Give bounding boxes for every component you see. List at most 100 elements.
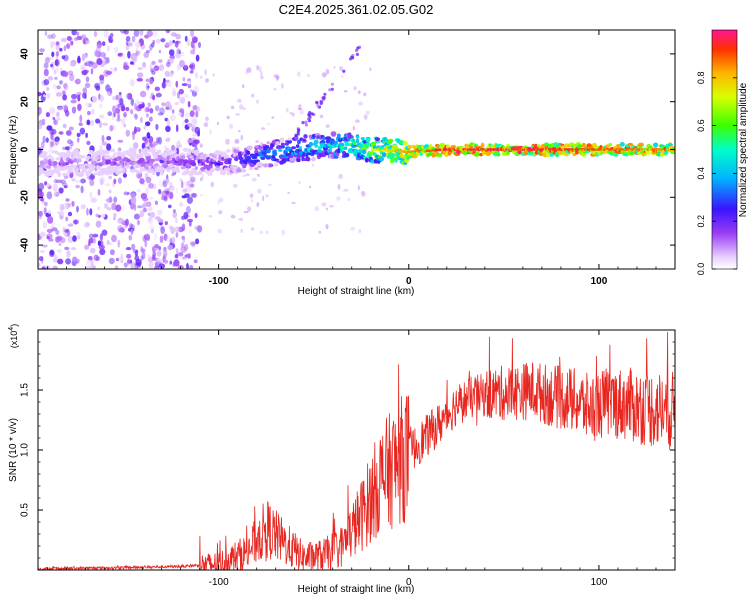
spectrogram-noise-cell [318, 230, 322, 234]
spectrogram-signal-cell [268, 163, 274, 168]
spectrogram-noise-cell [172, 109, 175, 114]
spectrogram-noise-cell [86, 140, 91, 146]
spectrogram-noise-cell [265, 194, 269, 198]
spectrogram-signal-cell [287, 137, 292, 141]
spectrogram-noise-cell [250, 227, 255, 231]
spectrogram-signal-cell [355, 48, 359, 52]
spectrogram-noise-cell [164, 70, 170, 77]
spectrogram-noise-cell [50, 41, 56, 47]
spectrogram-noise-cell [321, 202, 327, 207]
spectrogram-noise-cell [190, 176, 196, 183]
spectrogram-noise-cell [133, 142, 139, 150]
spectrogram-signal-cell [143, 149, 148, 154]
spectrogram-signal-cell [269, 144, 275, 148]
spectrogram-signal-cell [112, 154, 116, 159]
spectrogram-noise-cell [158, 189, 162, 195]
spectrogram-signal-cell [355, 138, 360, 144]
spectrogram-noise-cell [105, 84, 111, 92]
spectrogram-noise-cell [41, 118, 46, 126]
spectrogram-signal-cell [306, 157, 311, 162]
spectrogram-noise-cell [58, 242, 62, 247]
spectrogram-noise-cell [338, 156, 344, 160]
spectrogram-signal-cell [189, 155, 193, 159]
spectrogram-noise-cell [85, 102, 90, 108]
spectrogram-noise-cell [41, 266, 46, 269]
spectrogram-noise-cell [156, 38, 161, 44]
spectrogram-noise-cell [190, 40, 195, 49]
spectrogram-noise-cell [256, 64, 259, 71]
spectrogram-signal-cell [156, 149, 162, 154]
spectrogram-signal-cell [159, 159, 165, 164]
spectrogram-noise-cell [216, 121, 219, 126]
spectrogram-noise-cell [178, 252, 184, 257]
spectrogram-signal-cell [266, 141, 270, 145]
spectrogram-noise-cell [87, 110, 91, 116]
spectrogram-noise-cell [54, 58, 61, 67]
spectrogram-ylabel: Frequency (Hz) [8, 116, 19, 185]
spectrogram-noise-cell [180, 180, 184, 189]
spectrogram-noise-cell [76, 31, 80, 37]
spectrogram-noise-cell [164, 188, 171, 194]
spectrogram-noise-cell [353, 86, 357, 91]
spectrogram-signal-cell [152, 171, 156, 175]
spectrogram-noise-cell [130, 109, 134, 115]
spectrogram-signal-cell [479, 152, 484, 157]
spectrogram-noise-cell [152, 39, 156, 45]
colorbar-tick-label: 0.6 [696, 119, 706, 132]
spectrogram-noise-cell [184, 35, 188, 42]
spectrogram-signal-cell [95, 156, 101, 160]
spectrogram-signal-cell [109, 148, 116, 153]
spectrogram-noise-cell [85, 76, 90, 83]
spectrogram-noise-cell [175, 33, 181, 40]
spectrogram-signal-cell [474, 151, 481, 157]
spectrogram-noise-cell [161, 81, 167, 89]
spectrogram-noise-cell [76, 231, 81, 239]
spectrogram-noise-cell [39, 48, 45, 53]
spectrogram-noise-cell [201, 173, 204, 180]
spectrogram-noise-cell [251, 198, 253, 203]
spectrogram-noise-cell [82, 87, 88, 95]
spectrogram-signal-cell [343, 146, 348, 150]
spectrogram-noise-cell [256, 99, 259, 104]
spectrogram-noise-cell [106, 136, 112, 141]
spectrogram-noise-cell [145, 83, 150, 91]
spectrogram-noise-cell [108, 257, 115, 265]
spectrogram-noise-cell [174, 101, 179, 106]
spectrogram-noise-cell [53, 83, 57, 90]
spectrogram-noise-cell [167, 244, 173, 251]
spectrogram-noise-cell [132, 113, 137, 118]
spectrogram-noise-cell [247, 206, 252, 213]
spectrogram-noise-cell [165, 30, 171, 34]
spectrogram-signal-cell [151, 148, 157, 152]
spectrogram-noise-cell [125, 247, 132, 251]
spectrogram-noise-cell [155, 123, 159, 131]
spectrogram-noise-cell [105, 198, 111, 202]
snr-panel: -100 0 100 0.5 1.0 1.5 Height of straight lin… [8, 324, 676, 595]
spectrogram-signal-cell [210, 167, 215, 173]
spectrogram-noise-cell [238, 104, 244, 110]
spectrogram-noise-cell [157, 209, 163, 216]
spectrogram-noise-cell [208, 215, 213, 218]
spectrogram-signal-cell [264, 145, 270, 149]
spectrogram-noise-cell [169, 58, 174, 64]
spectrogram-signal-cell [645, 149, 650, 155]
spectrogram-noise-cell [165, 125, 171, 133]
spectrogram-noise-cell [133, 213, 140, 220]
spectrogram-signal-cell [43, 159, 49, 165]
spectrogram-noise-cell [192, 118, 198, 125]
spectrogram-noise-cell [193, 259, 198, 264]
spectrogram-signal-cell [207, 164, 213, 170]
spectrogram-noise-cell [121, 118, 126, 125]
spectrogram-noise-cell [333, 66, 336, 69]
spectrogram-noise-cell [84, 62, 89, 67]
spectrogram-noise-cell [65, 130, 72, 136]
spectrogram-noise-cell [265, 230, 269, 235]
spectrogram-signal-cell [227, 157, 232, 161]
spectrogram-noise-cell [174, 40, 179, 48]
spectrogram-signal-cell [131, 148, 137, 153]
spectrogram-signal-cell [480, 142, 485, 148]
spectrogram-noise-cell [83, 69, 89, 74]
spectrogram-noise-cell [117, 239, 121, 248]
spectrogram-signal-cell [219, 167, 224, 172]
spectrogram-noise-cell [99, 233, 103, 241]
